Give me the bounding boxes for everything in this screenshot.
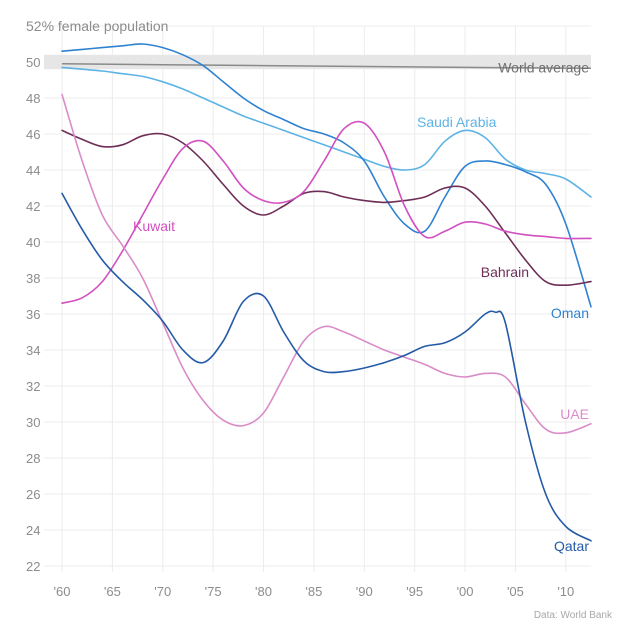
y-tick-label: 46 bbox=[26, 127, 40, 142]
series-label-uae: UAE bbox=[560, 406, 589, 422]
series-line-oman bbox=[61, 43, 592, 308]
series-label-qatar: Qatar bbox=[554, 538, 589, 554]
y-tick-label: 38 bbox=[26, 271, 40, 286]
x-tick-label: '60 bbox=[54, 584, 71, 599]
series-line-kuwait bbox=[61, 120, 592, 304]
y-tick-label: 36 bbox=[26, 307, 40, 322]
world-average-line bbox=[61, 63, 592, 70]
series-label-kuwait: Kuwait bbox=[133, 218, 175, 234]
y-axis-ticks: 22 24 26 28 30 32 34 36 38 40 42 44 46 48 50 52% female… bbox=[26, 18, 168, 574]
y-axis-title: 52% female population bbox=[26, 18, 168, 34]
y-tick-label: 40 bbox=[26, 235, 40, 250]
series-lines bbox=[61, 43, 592, 542]
x-tick-label: '80 bbox=[255, 584, 272, 599]
x-tick-label: '05 bbox=[507, 584, 524, 599]
source-note: Data: World Bank bbox=[534, 610, 613, 621]
y-tick-label: 28 bbox=[26, 451, 40, 466]
y-tick-label: 30 bbox=[26, 415, 40, 430]
y-tick-label: 44 bbox=[26, 163, 40, 178]
series-line-qatar bbox=[61, 192, 592, 542]
x-tick-label: '95 bbox=[406, 584, 423, 599]
series-label-saudi-arabia: Saudi Arabia bbox=[417, 114, 497, 130]
world-average-label: World average bbox=[498, 59, 589, 75]
gridlines bbox=[44, 25, 591, 572]
x-axis-ticks: '60 '65 '70 '75 '80 '85 '90 '95 '00 '05 '10 bbox=[54, 584, 575, 599]
y-tick-label: 42 bbox=[26, 199, 40, 214]
y-tick-label: 34 bbox=[26, 343, 40, 358]
series-label-bahrain: Bahrain bbox=[481, 264, 529, 280]
series-line-uae bbox=[61, 93, 592, 435]
x-tick-label: '00 bbox=[457, 584, 474, 599]
y-tick-label: 32 bbox=[26, 379, 40, 394]
world-average-band: World average bbox=[44, 54, 592, 75]
series-line-bahrain bbox=[61, 129, 592, 287]
series-labels: Saudi Arabia Oman Bahrain Kuwait UAE Qatar bbox=[133, 114, 589, 554]
x-tick-label: '10 bbox=[557, 584, 574, 599]
x-tick-label: '85 bbox=[305, 584, 322, 599]
series-line-saudi-arabia bbox=[61, 66, 592, 198]
y-tick-label: 24 bbox=[26, 523, 40, 538]
y-tick-label: 50 bbox=[26, 55, 40, 70]
x-tick-label: '65 bbox=[104, 584, 121, 599]
y-tick-label: 48 bbox=[26, 91, 40, 106]
x-tick-label: '75 bbox=[205, 584, 222, 599]
series-label-oman: Oman bbox=[551, 305, 589, 321]
y-tick-label: 26 bbox=[26, 487, 40, 502]
x-tick-label: '70 bbox=[154, 584, 171, 599]
y-tick-label: 22 bbox=[26, 559, 40, 574]
x-tick-label: '90 bbox=[356, 584, 373, 599]
